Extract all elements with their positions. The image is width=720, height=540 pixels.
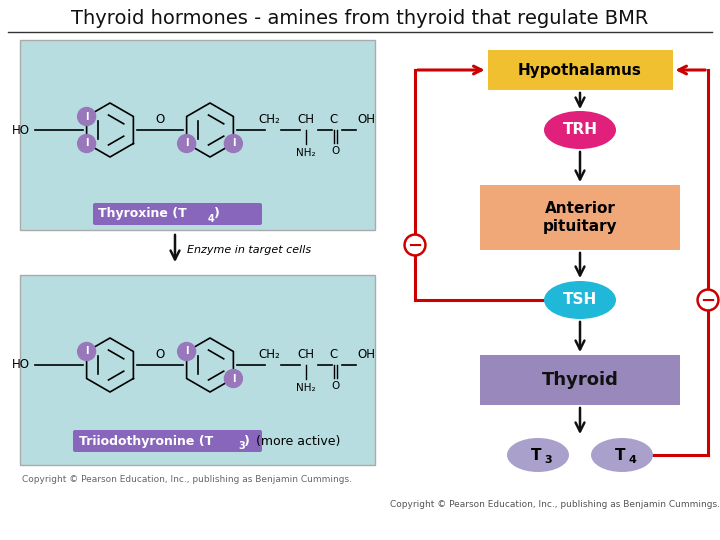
Ellipse shape bbox=[544, 281, 616, 319]
Text: I: I bbox=[85, 138, 89, 149]
Circle shape bbox=[225, 134, 243, 152]
Text: ): ) bbox=[244, 435, 250, 448]
Circle shape bbox=[404, 234, 426, 256]
Text: Thyroid hormones - amines from thyroid that regulate BMR: Thyroid hormones - amines from thyroid t… bbox=[71, 9, 649, 28]
Text: I: I bbox=[85, 347, 89, 356]
Text: CH: CH bbox=[297, 348, 314, 361]
Text: (more active): (more active) bbox=[252, 435, 341, 448]
Circle shape bbox=[700, 292, 716, 308]
Text: CH: CH bbox=[297, 113, 314, 126]
Text: TRH: TRH bbox=[562, 123, 598, 138]
Text: O: O bbox=[332, 381, 340, 391]
Circle shape bbox=[78, 134, 96, 152]
Text: I: I bbox=[232, 374, 235, 383]
Circle shape bbox=[78, 342, 96, 361]
Text: Enzyme in target cells: Enzyme in target cells bbox=[187, 245, 311, 255]
Text: CH₂: CH₂ bbox=[258, 113, 280, 126]
Text: T: T bbox=[531, 449, 541, 463]
Text: NH₂: NH₂ bbox=[296, 383, 316, 393]
Text: CH₂: CH₂ bbox=[258, 348, 280, 361]
Text: C: C bbox=[329, 113, 337, 126]
Text: 3: 3 bbox=[238, 441, 245, 451]
FancyBboxPatch shape bbox=[480, 355, 680, 405]
Circle shape bbox=[78, 107, 96, 125]
Text: Thyroxine (T: Thyroxine (T bbox=[98, 207, 186, 220]
FancyBboxPatch shape bbox=[20, 275, 375, 465]
Text: TSH: TSH bbox=[563, 293, 597, 307]
Circle shape bbox=[225, 369, 243, 388]
Text: I: I bbox=[185, 138, 189, 149]
Text: OH: OH bbox=[357, 113, 375, 126]
Circle shape bbox=[178, 342, 196, 361]
Text: NH₂: NH₂ bbox=[296, 148, 316, 158]
Circle shape bbox=[407, 237, 423, 253]
Text: Triiodothyronine (T: Triiodothyronine (T bbox=[79, 435, 213, 448]
Text: C: C bbox=[329, 348, 337, 361]
Text: Copyright © Pearson Education, Inc., publishing as Benjamin Cummings.: Copyright © Pearson Education, Inc., pub… bbox=[390, 500, 720, 509]
Text: Hypothalamus: Hypothalamus bbox=[518, 63, 642, 78]
FancyBboxPatch shape bbox=[93, 203, 262, 225]
Text: OH: OH bbox=[357, 348, 375, 361]
Text: HO: HO bbox=[12, 359, 30, 372]
Text: 4: 4 bbox=[208, 214, 215, 224]
Text: −: − bbox=[408, 237, 423, 255]
Ellipse shape bbox=[591, 438, 653, 472]
Text: 3: 3 bbox=[544, 455, 552, 465]
Text: O: O bbox=[156, 348, 165, 361]
FancyBboxPatch shape bbox=[487, 50, 672, 90]
Circle shape bbox=[178, 134, 196, 152]
Text: I: I bbox=[185, 347, 189, 356]
Text: T: T bbox=[615, 449, 625, 463]
Text: Copyright © Pearson Education, Inc., publishing as Benjamin Cummings.: Copyright © Pearson Education, Inc., pub… bbox=[22, 475, 352, 484]
Ellipse shape bbox=[507, 438, 569, 472]
Text: 4: 4 bbox=[628, 455, 636, 465]
Text: HO: HO bbox=[12, 124, 30, 137]
Ellipse shape bbox=[544, 111, 616, 149]
Text: Anterior
pituitary: Anterior pituitary bbox=[543, 201, 617, 234]
Circle shape bbox=[697, 289, 719, 311]
Text: O: O bbox=[156, 113, 165, 126]
FancyBboxPatch shape bbox=[480, 185, 680, 250]
Text: Thyroid: Thyroid bbox=[541, 371, 618, 389]
Text: I: I bbox=[232, 138, 235, 149]
FancyBboxPatch shape bbox=[73, 430, 262, 452]
Text: O: O bbox=[332, 146, 340, 156]
Text: ): ) bbox=[214, 207, 220, 220]
Text: I: I bbox=[85, 111, 89, 122]
FancyBboxPatch shape bbox=[20, 40, 375, 230]
Text: −: − bbox=[701, 292, 716, 310]
